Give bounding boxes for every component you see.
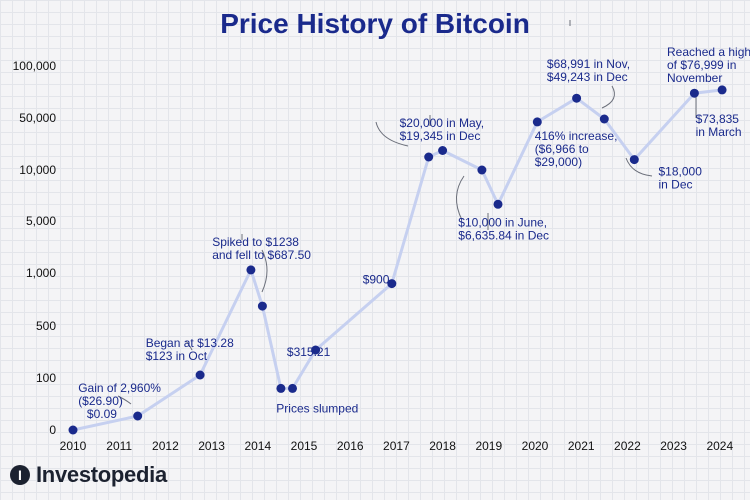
annotation-label: $0.09 [87,407,117,421]
annotation-label: Spiked to $1238 and fell to $687.50 [212,235,311,262]
annotation-label: Reached a high of $76,999 in November [667,45,750,85]
price-point [195,370,205,380]
annotation-arrow [601,85,615,109]
price-point [493,199,503,209]
x-tick-label: 2017 [383,439,410,453]
x-tick-label: 2011 [106,439,132,453]
annotation-arrow [456,175,465,221]
price-point [387,279,397,289]
investopedia-logo-icon: I [10,465,30,485]
x-tick-label: 2019 [475,439,502,453]
price-point [532,117,542,127]
annotation-label: Prices slumped [276,401,358,415]
x-tick-label: 2016 [337,439,364,453]
annotation-label: Gain of 2,960% ($26.90) [78,381,161,408]
x-tick-label: 2022 [614,439,641,453]
annotation-arrow [261,249,268,293]
price-point [477,165,487,175]
annotation-label: $68,991 in Nov, $49,243 in Dec [547,57,630,84]
price-series-line [72,88,723,432]
x-tick-label: 2024 [706,439,733,453]
y-tick-label: 50,000 [19,111,56,125]
x-tick-label: 2010 [60,439,87,453]
annotation-arrow [117,395,132,405]
annotation-label: $20,000 in May, $19,345 in Dec [400,116,485,143]
y-tick-label: 500 [36,319,56,333]
y-axis: 0 100 500 1,000 5,000 10,000 50,000 100,000 [13,59,57,437]
x-tick-label: 2012 [152,439,179,453]
x-tick-label: 2020 [522,439,549,453]
price-point [133,411,143,421]
y-tick-label: 5,000 [26,214,56,228]
x-tick-label: 2021 [568,439,595,453]
annotation-arrow [625,157,653,177]
chart-title: Price History of Bitcoin [220,8,530,39]
y-tick-label: 10,000 [19,163,56,177]
annotation-label: $73,835 in March [696,112,742,139]
annotation-arrow [185,340,193,351]
y-tick-label: 100,000 [13,59,57,73]
price-point [629,155,639,165]
price-points [68,85,727,435]
price-point [276,383,286,393]
annotation-label: Began at $13.28 $123 in Oct [146,336,234,363]
annotation-label: $900 [363,273,390,287]
annotation-label: 416% increase, ($6,966 to $29,000) [535,129,618,169]
brand-name: Investopedia [36,462,167,487]
x-tick-label: 2013 [198,439,225,453]
price-point [599,114,609,124]
price-point [246,265,256,275]
annotation-label: $315.21 [287,345,331,359]
brand-logo: I Investopedia [10,462,167,488]
x-tick-label: 2014 [244,439,271,453]
price-point [288,383,297,393]
x-tick-label: 2015 [291,439,318,453]
x-axis: 2010 2011 2012 2013 2014 2015 2016 2017 2018 2019… [60,439,734,453]
price-point [424,152,434,162]
x-tick-label: 2018 [429,439,456,453]
y-tick-label: 1,000 [26,266,56,280]
price-point [572,93,582,103]
price-point [311,345,321,355]
annotation-label: $10,000 in June, $6,635.84 in Dec [458,215,549,242]
y-tick-label: 100 [36,371,56,385]
annotation-arrows [117,20,697,405]
x-tick-label: 2023 [660,439,687,453]
price-point [717,85,727,95]
price-point [689,88,699,98]
price-point [438,146,448,155]
y-tick-label: 0 [49,423,56,437]
price-point [257,301,267,311]
annotation-arrow [375,121,409,147]
price-point [68,425,78,435]
annotation-label: $18,000 in Dec [659,165,703,192]
